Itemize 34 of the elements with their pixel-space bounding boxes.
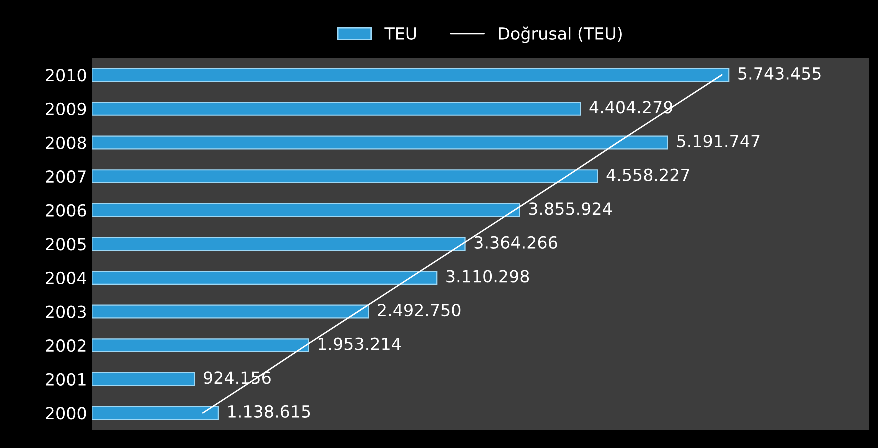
y-tick-label: 2000: [46, 407, 86, 420]
y-tick-label: 2006: [46, 204, 86, 217]
bar: [92, 270, 438, 285]
bar: [92, 203, 520, 218]
y-tick-label: 2002: [46, 340, 86, 352]
y-tick-label: 2004: [46, 272, 86, 285]
y-tick-label: 2009: [46, 102, 86, 116]
data-label: 4.404.279: [590, 101, 673, 114]
data-label: 5.191.747: [678, 134, 760, 148]
bar: [92, 406, 220, 420]
data-label: 3.364.266: [474, 236, 558, 249]
bar: [92, 372, 196, 386]
legend-label: Doğrusal (TEU): [499, 26, 622, 44]
data-label: 1.138.615: [228, 405, 310, 418]
data-label: 5.743.455: [738, 67, 821, 80]
bar: [92, 338, 310, 353]
y-tick-label: 2010: [46, 69, 86, 82]
y-tick-label: 2003: [46, 306, 86, 318]
bar: [92, 237, 466, 252]
y-tick-label: 2008: [46, 136, 86, 150]
data-label: 2.492.750: [378, 304, 461, 317]
bar: [92, 102, 582, 116]
bar: [92, 68, 730, 82]
data-label: 3.855.924: [529, 202, 612, 216]
bar: [92, 304, 370, 319]
data-label: 1.953.214: [318, 338, 402, 350]
bar: [92, 136, 668, 150]
data-label: 3.110.298: [446, 270, 530, 283]
data-label: 4.558.227: [606, 168, 690, 182]
y-tick-label: 2005: [46, 238, 86, 251]
bar: [92, 170, 598, 184]
y-tick-label: 2001: [46, 373, 86, 386]
y-tick-label: 2007: [46, 170, 86, 184]
legend-label: TEU: [384, 28, 416, 40]
